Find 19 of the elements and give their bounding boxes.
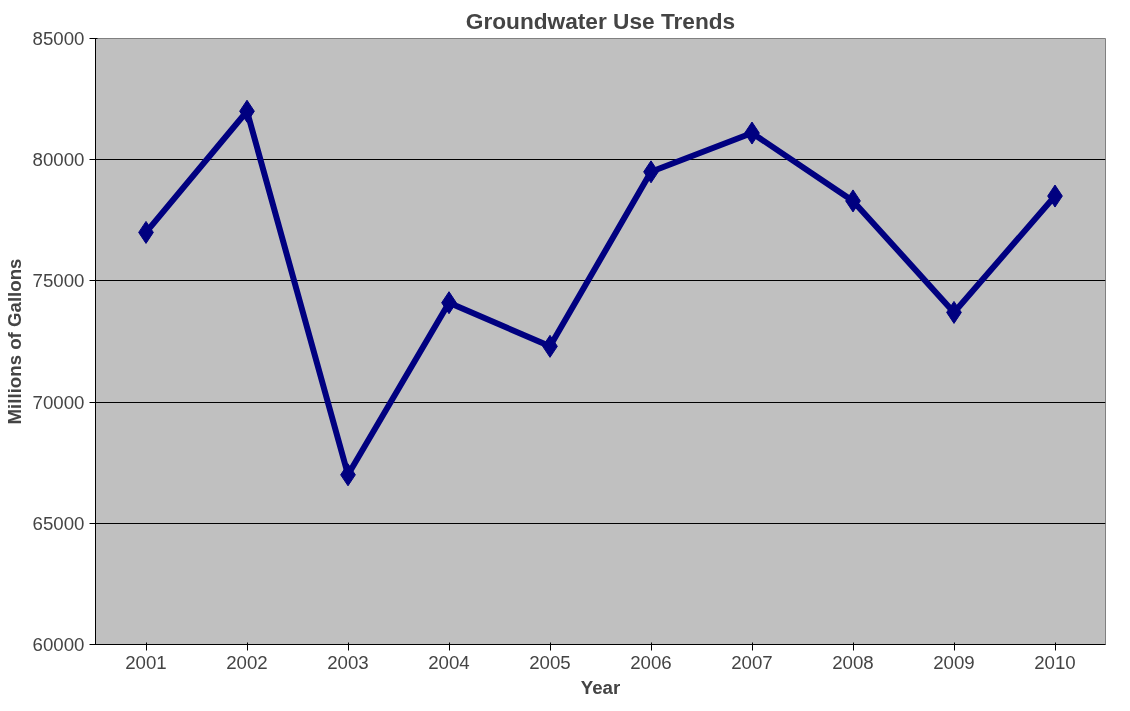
y-tick-label: 70000	[32, 391, 85, 413]
x-tick-label: 2010	[1034, 651, 1076, 673]
x-tick-label: 2003	[327, 651, 369, 673]
x-tick-label: 2009	[933, 651, 975, 673]
chart-title: Groundwater Use Trends	[465, 7, 736, 34]
x-tick-label: 2002	[226, 651, 268, 673]
x-tick-label: 2001	[125, 651, 167, 673]
x-tick-label: 2004	[428, 651, 470, 673]
y-tick-label: 80000	[32, 149, 85, 171]
x-axis-title: Year	[580, 676, 621, 698]
y-tick-label: 60000	[32, 634, 85, 655]
x-tick-label: 2006	[630, 651, 672, 673]
y-tick-label: 65000	[32, 512, 85, 534]
x-tick-label: 2005	[529, 651, 571, 673]
x-tick-label: 2008	[832, 651, 874, 673]
x-tick-label: 2007	[731, 651, 773, 673]
y-tick-label: 85000	[32, 28, 85, 49]
y-tick-label: 75000	[32, 270, 85, 292]
y-axis-title: Millions of Gallons	[3, 258, 25, 425]
